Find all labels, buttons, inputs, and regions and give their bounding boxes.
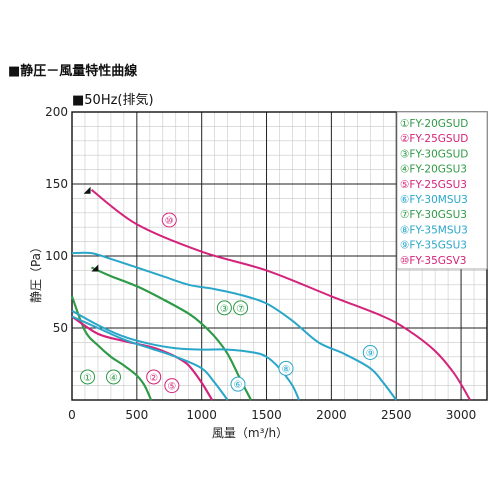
y-tick-label: 150 <box>45 177 68 191</box>
series-lines <box>71 189 471 401</box>
series-line <box>71 251 398 401</box>
curve-label-circle <box>233 300 249 316</box>
curve-label-circle <box>161 212 177 228</box>
curve-label-circle <box>164 378 180 394</box>
legend-entry: ③FY-30GSUD <box>400 148 468 160</box>
legend-box <box>396 111 488 270</box>
y-tick-label: 200 <box>45 105 68 119</box>
x-tick-label: 2000 <box>316 408 347 422</box>
chart-subtitle: ■50Hz(排気) <box>72 92 154 108</box>
legend-entry: ⑤FY-25GSU3 <box>400 179 467 191</box>
series-line <box>91 266 252 401</box>
x-tick-label: 500 <box>125 408 148 422</box>
y-tick-label: 100 <box>45 249 68 263</box>
curve-label: ③ <box>220 304 229 315</box>
series-line <box>71 315 213 401</box>
y-tick-label: 50 <box>53 321 68 335</box>
curve-label: ④ <box>109 373 118 384</box>
series-line <box>71 309 300 401</box>
series-line <box>71 295 153 401</box>
y-tick-labels: 50 100 150 200 <box>45 105 68 335</box>
x-tick-label: 1000 <box>186 408 217 422</box>
curve-label-circle <box>216 300 232 316</box>
series-line <box>71 295 153 401</box>
legend: ①FY-20GSUD ②FY-25GSUD ③FY-30GSUD ④FY-20GSU3… <box>396 111 488 270</box>
curve-label: ⑩ <box>165 216 174 227</box>
curve-label-circle <box>80 369 96 385</box>
x-tick-label: 0 <box>68 408 76 422</box>
curve-label-circle <box>106 369 121 385</box>
series-line <box>90 189 471 401</box>
legend-entry: ⑨FY-35GSU3 <box>400 240 467 252</box>
legend-entry: ④FY-20GSU3 <box>400 164 467 176</box>
x-axis-label: 風量（m³/h） <box>212 426 288 440</box>
curve-label: ② <box>149 373 158 384</box>
curve-label-circle <box>362 344 378 360</box>
y-axis-label: 静圧（Pa） <box>29 241 43 303</box>
curve-labels: ⑩ ③ ⑦ ⑨ ⑧ ⑥ ②⑤ ① ④ <box>80 212 378 394</box>
legend-entry: ⑩FY-35GSV3 <box>400 255 466 267</box>
x-tick-label: 3000 <box>446 408 477 422</box>
legend-entry: ⑦FY-30GSU3 <box>400 209 467 221</box>
curve-markers <box>83 186 99 272</box>
curve-label: ⑧ <box>282 364 291 375</box>
series-line <box>71 315 213 401</box>
curve-label: ⑨ <box>366 348 375 359</box>
curve-start-marker <box>91 264 99 272</box>
legend-entry: ②FY-25GSUD <box>400 133 468 145</box>
x-tick-label: 1500 <box>251 408 282 422</box>
curve-start-marker <box>83 186 91 194</box>
page-title: ■静圧－風量特性曲線 <box>8 64 138 79</box>
curve-label-circle <box>230 376 246 392</box>
curve-label-circle <box>146 369 162 385</box>
curve-label: ⑤ <box>167 382 176 393</box>
series-line <box>71 315 229 401</box>
curve-label: ⑦ <box>236 304 245 315</box>
x-tick-labels: 0 500 1000 1500 2000 2500 3000 <box>68 408 476 422</box>
curve-label: ⑥ <box>234 380 243 391</box>
curve-label-circle <box>278 360 294 376</box>
legend-entry: ①FY-20GSUD <box>400 118 468 130</box>
x-tick-label: 2500 <box>381 408 412 422</box>
legend-entry: ⑧FY-35MSU3 <box>400 224 468 236</box>
curve-label: ① <box>83 373 92 384</box>
legend-entry: ⑥FY-30MSU3 <box>400 194 468 206</box>
